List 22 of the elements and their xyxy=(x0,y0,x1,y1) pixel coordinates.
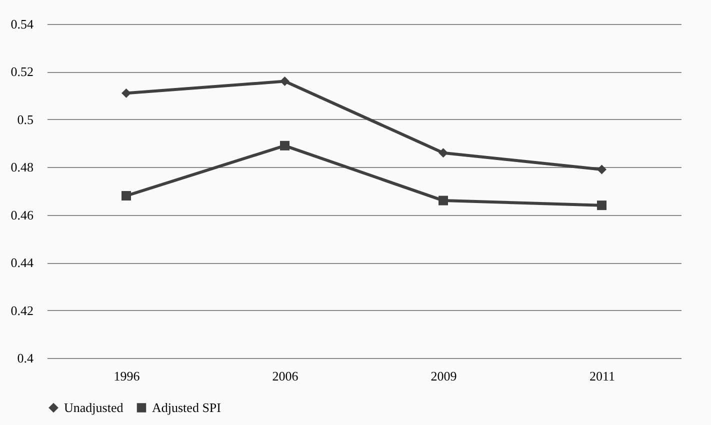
y-tick-label: 0.42 xyxy=(10,302,34,318)
x-tick-label: 2009 xyxy=(430,368,457,384)
point xyxy=(122,191,131,201)
y-tick-label: 0.4 xyxy=(17,350,34,366)
x-tick-label: 1996 xyxy=(114,368,140,384)
y-tick-label: 0.46 xyxy=(10,207,34,222)
x-tick-label: 2006 xyxy=(272,368,299,384)
x-tick-label: 2011 xyxy=(589,368,616,384)
point xyxy=(597,200,606,210)
point xyxy=(597,164,606,174)
point xyxy=(438,196,448,206)
point xyxy=(280,140,290,150)
y-tick-label: 0.44 xyxy=(10,255,34,270)
legend-label: Adjusted SPI xyxy=(152,400,221,415)
y-tick-label: 0.5 xyxy=(17,112,34,127)
point xyxy=(280,76,290,86)
legend-label: Unadjusted xyxy=(64,400,124,415)
y-tick-label: 0.54 xyxy=(10,16,34,32)
point xyxy=(438,148,448,158)
y-tick-label: 0.52 xyxy=(10,64,34,80)
y-tick-label: 0.48 xyxy=(10,160,34,175)
point xyxy=(122,88,131,98)
